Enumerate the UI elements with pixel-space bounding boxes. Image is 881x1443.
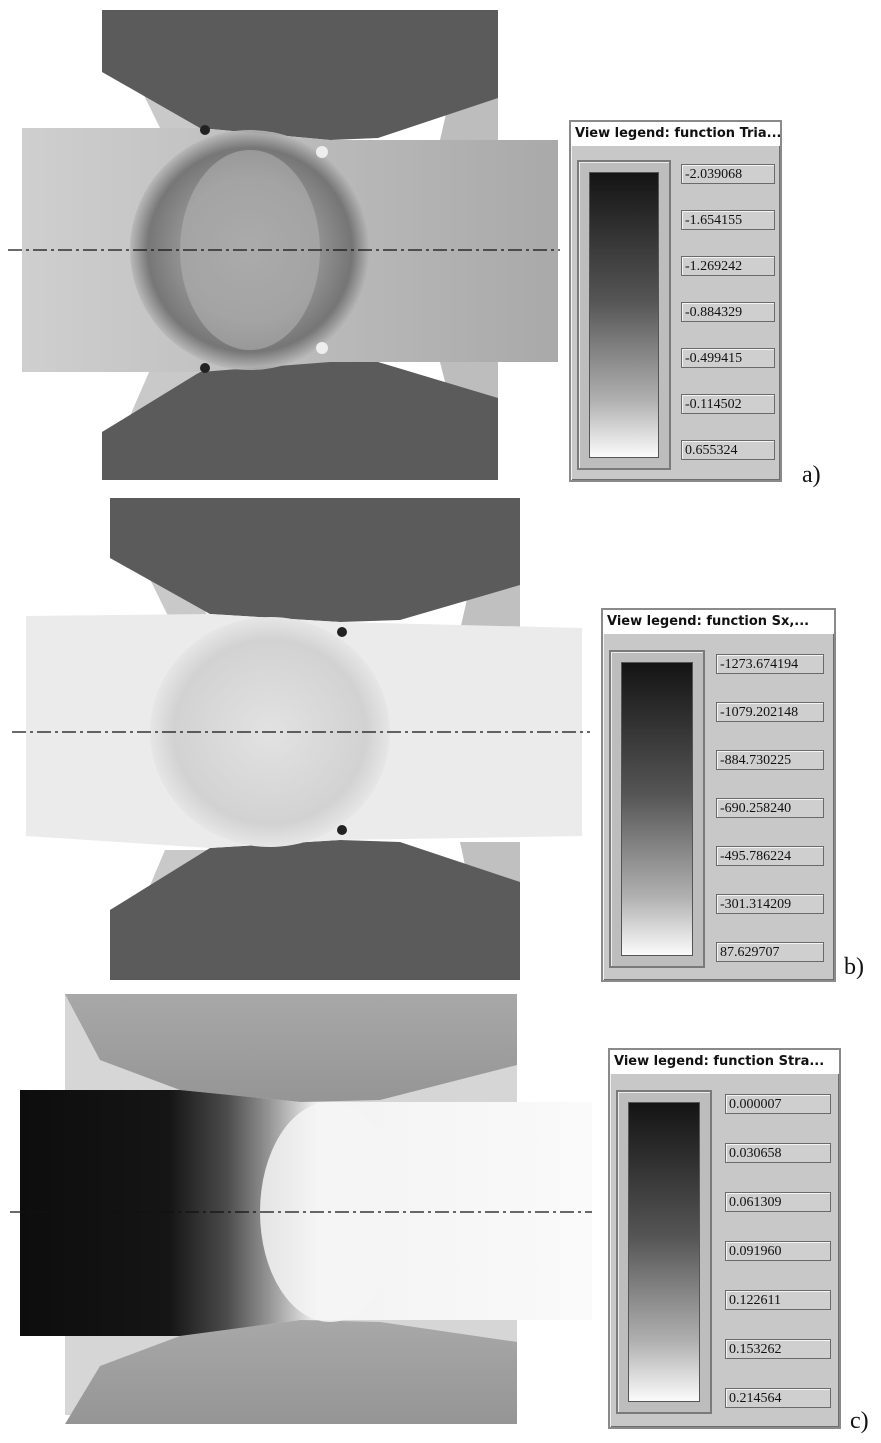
color-scale-bar [628,1102,700,1402]
legend-window: View legend: function Sx,... -1273.67419… [601,608,836,982]
legend-value: -0.499415 [681,348,775,368]
panel-label: b) [844,954,864,980]
legend-value: -884.730225 [716,750,824,770]
legend-value: 0.655324 [681,440,775,460]
lower-roll [110,840,520,980]
legend-value: -1.269242 [681,256,775,276]
legend-window: View legend: function Tria... -2.039068 … [569,120,782,482]
legend-window: View legend: function Stra... 0.000007 0… [608,1048,841,1429]
legend-value: 0.153262 [725,1339,831,1359]
contact-point [316,146,328,158]
legend-value: -1.654155 [681,210,775,230]
contact-point [200,125,210,135]
lower-roll [102,360,498,480]
panel-a: View legend: function Tria... -2.039068 … [0,0,881,490]
legend-value: 0.122611 [725,1290,831,1310]
legend-title: View legend: function Stra... [610,1050,839,1074]
contact-point [337,627,347,637]
legend-value: -495.786224 [716,846,824,866]
legend-value: -0.884329 [681,302,775,322]
color-scale-bar [589,172,659,458]
legend-value: 0.030658 [725,1143,831,1163]
upper-roll [110,498,520,622]
legend-value: 0.091960 [725,1241,831,1261]
lower-roll [65,1320,517,1424]
legend-title: View legend: function Tria... [571,122,780,146]
legend-value: -301.314209 [716,894,824,914]
legend-value: -0.114502 [681,394,775,414]
legend-value: -2.039068 [681,164,775,184]
color-bar-frame [577,160,671,470]
contact-point [337,825,347,835]
color-bar-frame [609,650,705,968]
simulation-view-a [8,10,560,480]
panel-label: c) [850,1408,869,1434]
simulation-view-b [12,498,590,980]
color-scale-bar [621,662,693,956]
color-bar-frame [616,1090,712,1414]
upper-roll [65,994,517,1102]
panel-c: View legend: function Stra... 0.000007 0… [0,990,881,1443]
upper-roll [102,10,498,140]
legend-value: -1273.674194 [716,654,824,674]
simulation-view-c [10,994,592,1424]
legend-value: -690.258240 [716,798,824,818]
panel-b: View legend: function Sx,... -1273.67419… [0,490,881,990]
legend-value: 0.214564 [725,1388,831,1408]
contact-point [316,342,328,354]
legend-value: 87.629707 [716,942,824,962]
legend-value: -1079.202148 [716,702,824,722]
deformation-core [180,150,320,350]
legend-value: 0.061309 [725,1192,831,1212]
contact-point [200,363,210,373]
legend-title: View legend: function Sx,... [603,610,834,634]
legend-value: 0.000007 [725,1094,831,1114]
panel-label: a) [802,462,821,488]
